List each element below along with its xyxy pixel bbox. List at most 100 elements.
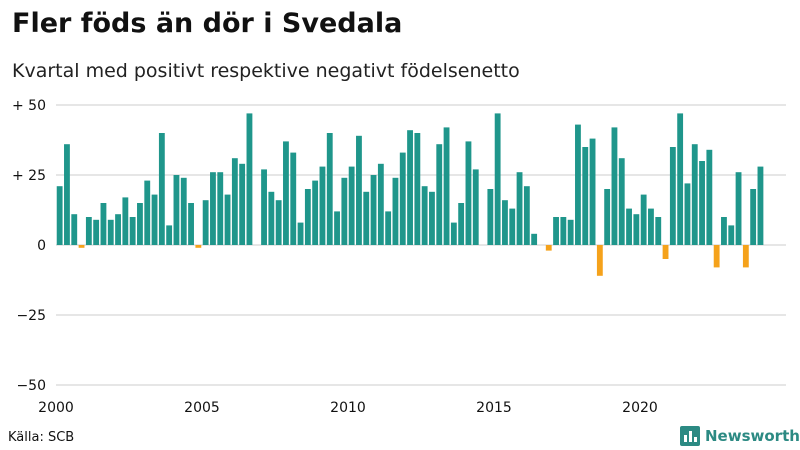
data-bar [450, 222, 457, 245]
data-bar [618, 158, 625, 245]
data-bar [319, 166, 326, 245]
data-bar [407, 130, 413, 245]
data-bar [137, 203, 143, 245]
data-bar [487, 189, 494, 245]
data-bar [677, 113, 684, 246]
x-tick-label: 2015 [476, 400, 512, 416]
data-bar [640, 194, 647, 245]
data-bar [297, 222, 304, 245]
data-bar [158, 133, 165, 245]
data-bar [85, 217, 92, 245]
x-tick-label: 2020 [622, 400, 658, 416]
data-bar [56, 186, 63, 245]
data-bar [326, 133, 333, 245]
data-bar [268, 191, 275, 245]
data-bar [575, 124, 581, 245]
data-bar [531, 233, 538, 245]
data-bar [691, 144, 698, 245]
y-tick-label: −50 [16, 378, 46, 394]
data-bar [611, 127, 618, 245]
data-bar [509, 208, 516, 245]
data-bar [553, 217, 559, 245]
data-bar [129, 217, 136, 245]
data-bar [246, 113, 253, 246]
data-bar [78, 245, 85, 248]
data-bar [757, 166, 764, 245]
data-bar [100, 203, 107, 245]
data-bar [589, 138, 596, 245]
data-bar [107, 219, 114, 245]
chart-title: Fler föds än dör i Svedala [12, 8, 403, 39]
data-bar [283, 141, 289, 245]
data-bar [655, 217, 662, 245]
y-tick-label: 0 [37, 238, 46, 254]
x-tick-label: 2005 [184, 400, 220, 416]
data-bar [582, 147, 589, 245]
data-bar [151, 194, 158, 245]
data-bar [392, 177, 399, 245]
data-bar [626, 208, 632, 245]
data-bar [458, 203, 465, 245]
data-bar [567, 219, 574, 245]
data-bar [545, 245, 552, 251]
data-bar [706, 149, 713, 245]
chart-icon [680, 426, 700, 446]
data-bar [261, 169, 267, 245]
data-bar [239, 163, 246, 245]
data-bar [728, 225, 735, 245]
data-bar [604, 189, 611, 245]
data-bar [494, 113, 501, 246]
y-tick-label: + 25 [12, 168, 46, 184]
data-bar [465, 141, 472, 245]
data-bar [385, 211, 392, 245]
data-bar [472, 169, 479, 245]
data-bar [173, 175, 180, 245]
data-bar [662, 245, 669, 259]
data-bar [348, 166, 355, 245]
data-bar [648, 208, 654, 245]
data-bar [231, 158, 238, 245]
data-bar [399, 152, 406, 245]
data-bar [699, 161, 705, 245]
data-bar [502, 200, 508, 245]
data-bar [275, 200, 282, 245]
data-bar [436, 144, 443, 245]
data-bar [64, 144, 70, 245]
data-bar [429, 191, 435, 245]
data-bar [684, 183, 691, 245]
data-bar [115, 214, 121, 245]
data-bar [188, 203, 194, 245]
bar-chart: + 50 + 25 0 −25 −50 2000 2005 2010 2015 2020 [12, 98, 786, 416]
data-bar [166, 225, 173, 245]
data-bar [742, 245, 749, 268]
data-bar [341, 177, 348, 245]
data-bar [217, 172, 224, 245]
data-bar [304, 189, 311, 245]
data-bar [596, 245, 603, 276]
data-bar [421, 186, 428, 245]
data-bar [443, 127, 450, 245]
data-bar [122, 197, 129, 245]
chart-subtitle: Kvartal med positivt respektive negativt… [12, 60, 520, 82]
data-bar [523, 186, 530, 245]
data-bar [210, 172, 216, 245]
data-bar [71, 214, 78, 245]
y-tick-label: −25 [16, 308, 46, 324]
data-bar [377, 163, 384, 245]
data-bar [363, 191, 370, 245]
data-bar [735, 172, 742, 245]
data-bar [713, 245, 720, 268]
data-bar [669, 147, 676, 245]
data-bar [414, 133, 421, 245]
data-bar [750, 189, 757, 245]
data-bar [144, 180, 151, 245]
data-bar [290, 152, 297, 245]
data-bar [721, 217, 727, 245]
data-bar [516, 172, 523, 245]
brand-name: Newsworthy [705, 427, 800, 445]
data-bar [312, 180, 319, 245]
data-bar [224, 194, 231, 245]
x-tick-label: 2010 [330, 400, 366, 416]
newsworthy-logo[interactable]: Newsworthy [680, 426, 800, 446]
data-bar [560, 217, 567, 245]
